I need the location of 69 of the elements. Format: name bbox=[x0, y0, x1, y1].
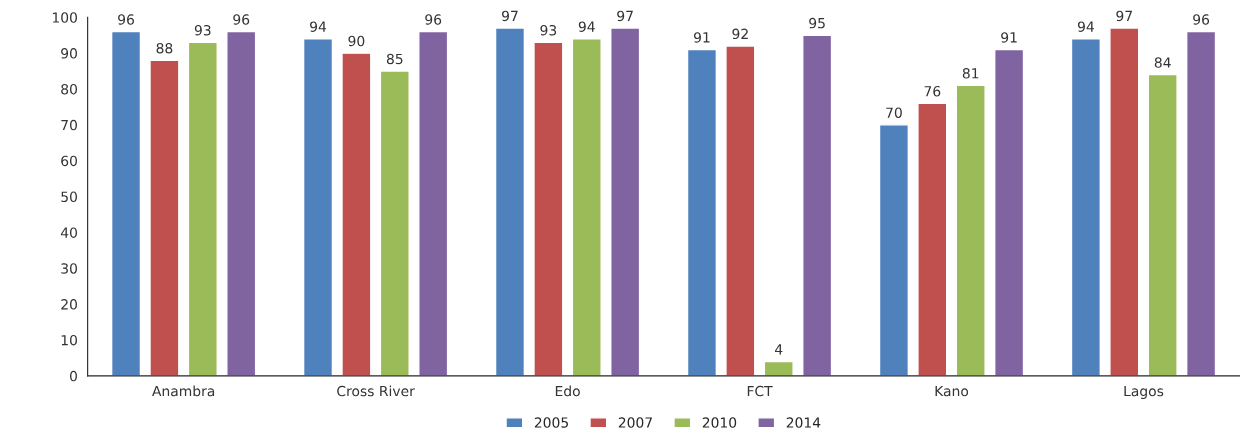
bar bbox=[994, 48, 1025, 376]
bar bbox=[226, 30, 257, 376]
bar bbox=[610, 27, 641, 376]
data-label: 97 bbox=[502, 10, 518, 22]
bar bbox=[341, 52, 372, 376]
x-tick-label: Edo bbox=[555, 385, 580, 397]
y-tick-label: 40 bbox=[60, 227, 77, 238]
bar bbox=[187, 41, 218, 376]
y-tick-label: 80 bbox=[61, 83, 77, 95]
data-label: 96 bbox=[425, 14, 442, 25]
data-label: 97 bbox=[617, 10, 633, 22]
data-label: 93 bbox=[540, 25, 557, 36]
bar bbox=[1185, 30, 1217, 376]
bar bbox=[571, 38, 602, 376]
data-label: 92 bbox=[732, 28, 748, 40]
legend-label: 2010 bbox=[702, 417, 737, 428]
x-tick-label: Cross River bbox=[337, 385, 415, 397]
y-tick-label: 60 bbox=[61, 155, 77, 167]
bar bbox=[110, 30, 142, 376]
bar bbox=[494, 27, 526, 376]
bar bbox=[955, 84, 986, 376]
data-label: 81 bbox=[962, 68, 979, 79]
data-label: 85 bbox=[386, 53, 403, 65]
data-label: 96 bbox=[1193, 14, 1210, 25]
x-tick-label: FCT bbox=[747, 385, 773, 397]
y-tick-label: 0 bbox=[70, 370, 77, 382]
bar bbox=[1147, 73, 1178, 376]
data-label: 93 bbox=[194, 25, 211, 36]
bar bbox=[533, 41, 564, 376]
bar bbox=[1070, 38, 1101, 376]
bar bbox=[917, 102, 948, 376]
legend-label: 2007 bbox=[618, 417, 652, 428]
legend-label: 2005 bbox=[534, 417, 568, 428]
data-label: 97 bbox=[1116, 10, 1132, 22]
data-label: 90 bbox=[348, 35, 365, 47]
data-label: 94 bbox=[310, 21, 327, 32]
data-label: 84 bbox=[1154, 57, 1171, 68]
bar bbox=[725, 45, 756, 376]
y-tick-label: 20 bbox=[61, 299, 77, 310]
y-tick-label: 10 bbox=[61, 334, 77, 346]
data-label: 70 bbox=[886, 107, 902, 118]
bar bbox=[686, 48, 718, 376]
x-tick-label: Lagos bbox=[1124, 385, 1164, 399]
data-label: 91 bbox=[1001, 32, 1017, 43]
bar bbox=[878, 124, 910, 376]
y-tick-label: 70 bbox=[61, 119, 77, 131]
data-label: 96 bbox=[118, 14, 134, 25]
x-tick-label: Kano bbox=[935, 385, 969, 397]
bar bbox=[379, 70, 410, 376]
bar bbox=[418, 30, 449, 376]
data-label: 95 bbox=[809, 17, 825, 29]
data-label: 96 bbox=[233, 14, 250, 25]
data-label: 94 bbox=[578, 21, 595, 32]
x-tick-label: Anambra bbox=[152, 385, 215, 397]
data-label: 88 bbox=[156, 42, 173, 54]
bar bbox=[802, 34, 833, 376]
y-tick-label: 50 bbox=[61, 191, 77, 203]
bar bbox=[1109, 27, 1140, 376]
data-label: 76 bbox=[924, 85, 941, 97]
bar bbox=[149, 59, 180, 376]
data-label: 91 bbox=[693, 32, 710, 43]
data-label: 4 bbox=[775, 344, 783, 355]
y-tick-label: 30 bbox=[61, 263, 77, 274]
y-tick-label: 100 bbox=[52, 12, 77, 23]
bar bbox=[763, 360, 794, 376]
bar bbox=[302, 38, 334, 376]
data-label: 94 bbox=[1077, 21, 1094, 32]
y-tick-label: 90 bbox=[61, 48, 77, 59]
legend-label: 2014 bbox=[786, 417, 821, 428]
